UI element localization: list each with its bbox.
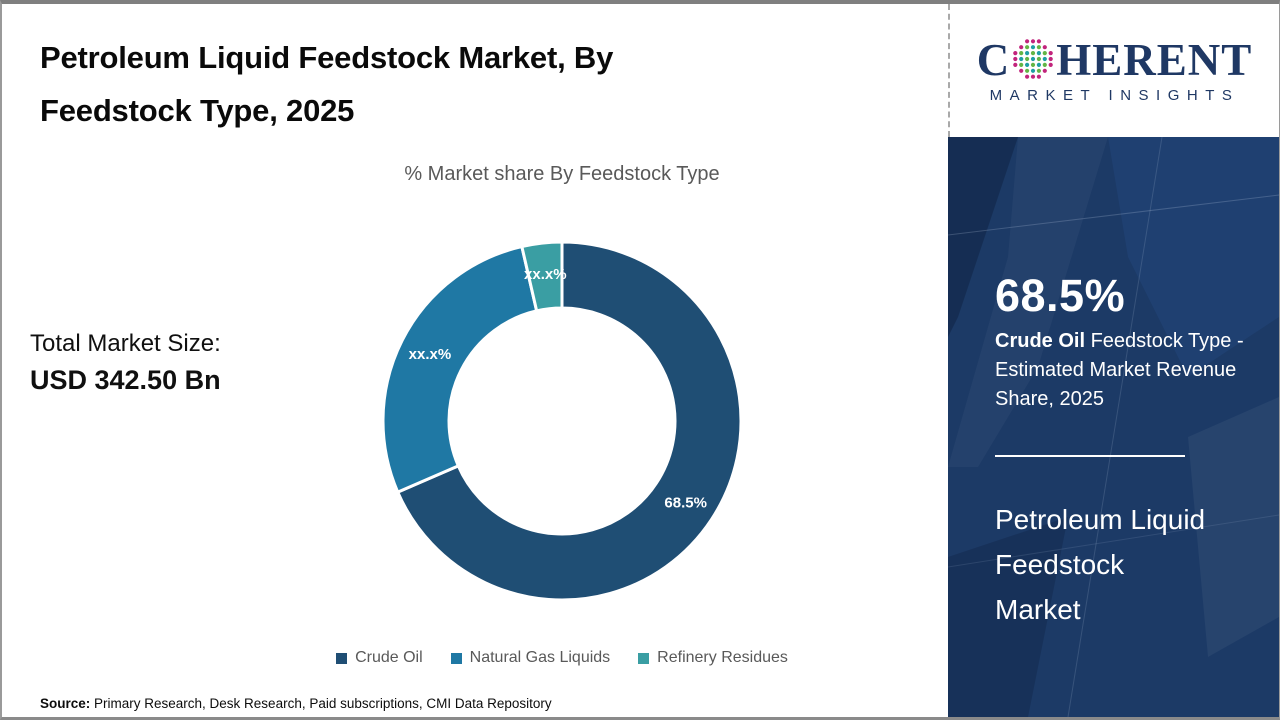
legend-marker-icon bbox=[450, 652, 462, 664]
page-title: Petroleum Liquid Feedstock Market, By Fe… bbox=[40, 40, 614, 128]
legend-item-crude-oil: Crude Oil bbox=[336, 649, 423, 667]
highlight-stat-rest: Feedstock Type - Estimated Market Revenu… bbox=[995, 330, 1244, 410]
donut-slice bbox=[520, 240, 564, 313]
logo-text-suffix: HERENT bbox=[1056, 34, 1253, 85]
logo-tagline: MARKET INSIGHTS bbox=[989, 86, 1240, 104]
legend-item-natural-gas-liquids: Natural Gas Liquids bbox=[450, 649, 611, 667]
legend-label: Crude Oil bbox=[355, 649, 423, 666]
slice-data-label: 68.5% bbox=[664, 494, 707, 511]
divider-line bbox=[995, 455, 1185, 457]
highlight-stat-value: 68.5% bbox=[995, 270, 1126, 321]
donut-chart-container: 68.5% xx.x% xx.x% bbox=[372, 231, 752, 611]
highlight-stat-description: Crude Oil Feedstock Type - Estimated Mar… bbox=[995, 327, 1251, 414]
sidebar: C HERENT MARKET INSIGHTS 68.5% Crude Oil… bbox=[948, 4, 1279, 717]
total-market-size-label: Total Market Size: bbox=[30, 330, 221, 357]
coherent-logo: C HERENT bbox=[976, 34, 1253, 85]
donut-chart: 68.5% xx.x% xx.x% bbox=[381, 240, 743, 602]
coherent-globe-icon bbox=[1013, 39, 1054, 79]
legend-label: Natural Gas Liquids bbox=[469, 649, 611, 666]
chart-subtitle: % Market share By Feedstock Type bbox=[404, 163, 720, 185]
legend-item-refinery-residues: Refinery Residues bbox=[638, 649, 788, 667]
highlight-panel: 68.5% Crude Oil Feedstock Type - Estimat… bbox=[948, 137, 1279, 717]
chart-legend: Crude Oil Natural Gas Liquids Refinery R… bbox=[188, 649, 936, 667]
source-label: Source: bbox=[40, 696, 91, 711]
brand-logo-area: C HERENT MARKET INSIGHTS bbox=[948, 4, 1279, 137]
total-market-size-block: Total Market Size: USD 342.50 Bn bbox=[30, 330, 221, 396]
map-texture-decoration bbox=[948, 137, 1279, 717]
sidebar-report-title: Petroleum Liquid Feedstock Market bbox=[995, 504, 1206, 625]
slice-data-label: xx.x% bbox=[524, 266, 567, 283]
chart-area: Petroleum Liquid Feedstock Market, By Fe… bbox=[2, 4, 948, 717]
donut-slice bbox=[396, 240, 743, 602]
donut-slice bbox=[381, 245, 539, 494]
source-text: Primary Research, Desk Research, Paid su… bbox=[90, 696, 552, 711]
slice-data-label: xx.x% bbox=[409, 346, 452, 363]
highlight-stat-bold: Crude Oil bbox=[995, 330, 1086, 352]
source-note: Source: Primary Research, Desk Research,… bbox=[40, 696, 552, 711]
legend-marker-icon bbox=[638, 652, 650, 664]
legend-marker-icon bbox=[336, 652, 348, 664]
logo-text-prefix: C bbox=[976, 34, 1011, 85]
total-market-size-value: USD 342.50 Bn bbox=[30, 365, 221, 395]
legend-label: Refinery Residues bbox=[657, 649, 788, 666]
